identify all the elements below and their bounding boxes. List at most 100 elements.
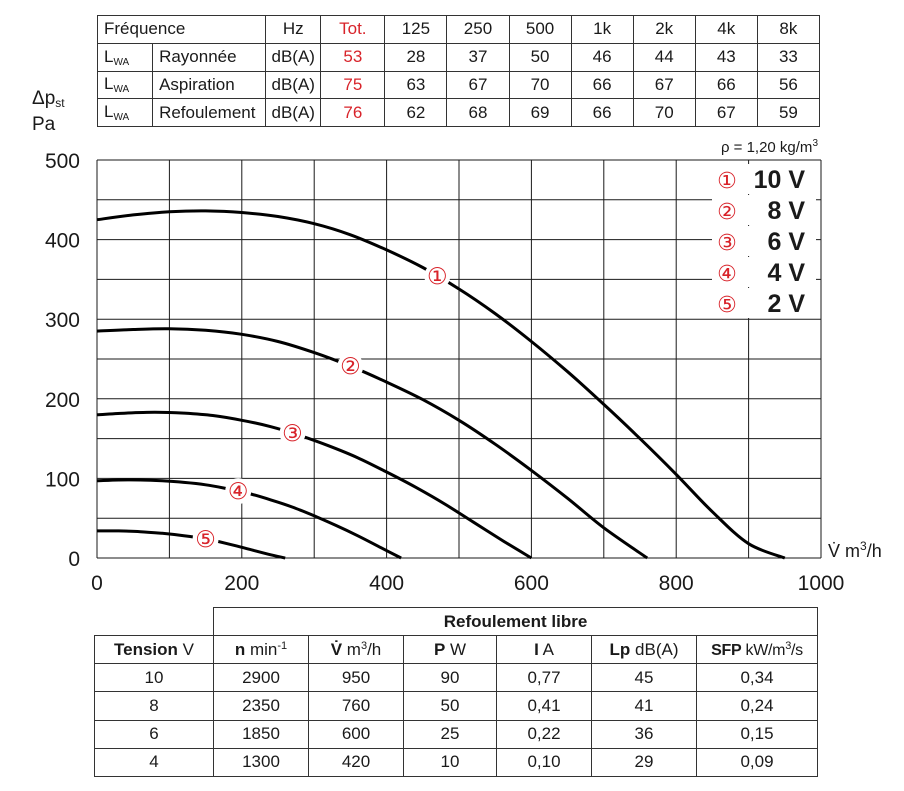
fan-curve-line (96, 327, 649, 560)
pressure-unit: Pa (32, 114, 56, 135)
delta-p-subscript: st (55, 96, 65, 110)
legend-voltage-label: 4 V (767, 259, 805, 287)
speed-cell: 2350 (213, 691, 309, 721)
value-cell: 67 (694, 98, 758, 127)
fan-curve-line (96, 529, 286, 560)
speed-cell: 1300 (213, 747, 309, 778)
y-tick-label: 500 (45, 150, 80, 173)
value-cell: 66 (694, 70, 758, 100)
curve-marker-label: ⑤ (195, 527, 216, 553)
power-cell: 25 (403, 719, 497, 749)
tension-cell: 6 (94, 719, 214, 749)
total-cell: 76 (320, 98, 386, 127)
current-header: I A (496, 635, 592, 665)
value-cell: 68 (446, 98, 510, 127)
legend-bg (712, 257, 816, 287)
sfp-cell: 0,09 (695, 747, 819, 778)
noise-cell: 41 (591, 691, 697, 721)
total-cell: 53 (320, 42, 386, 72)
voltage-legend: ① 10 V ② 8 V ③ 6 V ④ 4 V ⑤ 2 V (712, 164, 816, 318)
x-axis-unit: V̇ m3/h (828, 539, 882, 561)
value-cell: 33 (756, 42, 821, 72)
lwa-label: LWA (96, 70, 154, 100)
curve-marker-bg (225, 478, 252, 505)
legend-voltage-label: 2 V (767, 290, 805, 318)
curve-marker-bg (279, 420, 306, 447)
empty-corner (94, 607, 214, 637)
y-tick-label: 200 (45, 389, 80, 412)
perf-title-row: Refoulement libre (94, 606, 819, 637)
value-cell: 70 (508, 70, 572, 100)
legend-marker: ③ (717, 231, 737, 256)
flow-cell: 950 (308, 663, 404, 693)
flow-cell: 760 (308, 691, 404, 721)
value-cell: 28 (384, 42, 448, 72)
legend-marker: ⑤ (717, 293, 737, 318)
perf-row-8v: 8 2350 760 50 0,41 41 0,24 (94, 691, 819, 721)
x-tick-label: 600 (514, 572, 549, 595)
power-cell: 50 (403, 691, 497, 721)
band-header: 8k (756, 15, 821, 44)
value-cell: 46 (570, 42, 634, 72)
curve-marker-bg (337, 353, 364, 380)
delta-p-symbol: Δp (32, 88, 56, 109)
y-tick-label: 300 (45, 309, 80, 332)
total-cell: 75 (320, 70, 386, 100)
row-label: Refoulement (152, 98, 267, 127)
legend-voltage-label: 6 V (767, 228, 805, 256)
speed-cell: 1850 (213, 719, 309, 749)
current-cell: 0,41 (496, 691, 592, 721)
perf-header-row: Tension V n min-1 V̇ m3/h P W I A Lp dB(… (94, 635, 819, 665)
x-tick-label: 400 (369, 572, 404, 595)
noise-header: Lp dB(A) (591, 635, 697, 665)
density-note: ρ = 1,20 kg/m3 (721, 138, 819, 156)
band-header: 4k (694, 15, 758, 44)
power-cell: 10 (403, 747, 497, 778)
perf-row-6v: 6 1850 600 25 0,22 36 0,15 (94, 719, 819, 749)
legend-bg (712, 164, 816, 194)
power-cell: 90 (403, 663, 497, 693)
flow-header: V̇ m3/h (308, 635, 404, 665)
flow-cell: 600 (308, 719, 404, 749)
sfp-cell: 0,24 (695, 691, 819, 721)
value-cell: 44 (632, 42, 696, 72)
flow-cell: 420 (308, 747, 404, 778)
x-tick-label: 1000 (798, 572, 845, 595)
value-cell: 50 (508, 42, 572, 72)
x-tick-label: 0 (91, 572, 103, 595)
y-axis-label: Δpst Pa (32, 88, 65, 135)
tension-cell: 10 (94, 663, 214, 693)
legend-marker: ① (717, 169, 737, 194)
band-header: 250 (446, 15, 510, 44)
sfp-cell: 0,34 (695, 663, 819, 693)
legend-bg (712, 288, 816, 318)
speed-header: n min-1 (213, 635, 309, 665)
perf-row-4v: 4 1300 420 10 0,10 29 0,09 (94, 747, 819, 778)
curve-marker-bg (424, 263, 451, 290)
speed-cell: 2900 (213, 663, 309, 693)
frequency-header: Fréquence (96, 15, 267, 44)
value-cell: 69 (508, 98, 572, 127)
unit-cell: dB(A) (265, 42, 322, 72)
perf-row-10v: 10 2900 950 90 0,77 45 0,34 (94, 663, 819, 693)
band-header: 125 (384, 15, 448, 44)
current-cell: 0,22 (496, 719, 592, 749)
hz-header: Hz (265, 15, 322, 44)
noise-cell: 45 (591, 663, 697, 693)
chart-grid (96, 159, 822, 559)
fan-curve-line (96, 209, 786, 560)
current-cell: 0,10 (496, 747, 592, 778)
value-cell: 62 (384, 98, 448, 127)
lwa-label: LWA (96, 42, 154, 72)
value-cell: 66 (570, 98, 634, 127)
value-cell: 67 (446, 70, 510, 100)
legend-bg (712, 226, 816, 256)
value-cell: 63 (384, 70, 448, 100)
value-cell: 67 (632, 70, 696, 100)
legend-marker: ④ (717, 262, 737, 287)
free-discharge-title: Refoulement libre (212, 606, 819, 637)
value-cell: 59 (756, 98, 821, 127)
total-header: Tot. (320, 15, 386, 44)
curve-marker-label: ① (427, 264, 448, 290)
